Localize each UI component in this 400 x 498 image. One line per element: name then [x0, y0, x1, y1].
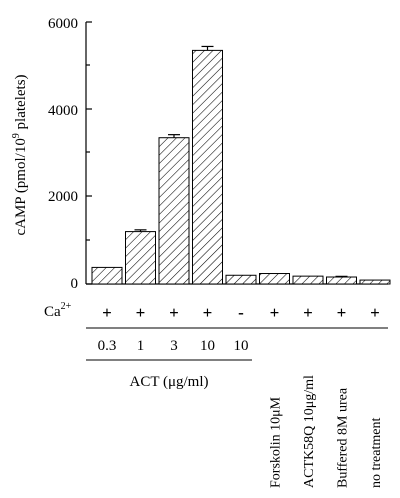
- bar: [192, 49, 223, 285]
- ca-sign: +: [337, 303, 347, 322]
- control-label: Buffered 8M urea: [336, 387, 351, 488]
- control-label: no treatment: [369, 418, 384, 488]
- ca-sign: +: [169, 303, 179, 322]
- y-tick-label: 4000: [48, 103, 78, 119]
- bar: [326, 276, 357, 285]
- bar: [259, 273, 290, 285]
- y-tick-label: 6000: [48, 16, 78, 32]
- bar: [125, 231, 156, 285]
- act-dose: 0.3: [98, 338, 117, 354]
- bar: [292, 275, 324, 285]
- ca-sign: +: [136, 303, 146, 322]
- ca-row-label: Ca2+: [44, 301, 72, 320]
- ca-sign: +: [370, 303, 380, 322]
- act-dose: 10: [234, 338, 249, 354]
- ca-sign: +: [203, 303, 213, 322]
- error-bar: [201, 45, 214, 51]
- bar: [158, 137, 190, 285]
- bar: [91, 266, 123, 285]
- bar: [225, 274, 257, 285]
- error-bar: [168, 134, 180, 138]
- act-dose: 1: [137, 338, 145, 354]
- ca-sign: +: [270, 303, 280, 322]
- ca-signs: + + + + - + + + +: [102, 303, 380, 322]
- y-tick-label: 0: [71, 276, 79, 292]
- y-tick-label: 2000: [48, 189, 78, 205]
- control-label: Forskolin 10μM: [269, 396, 284, 488]
- act-doses: 0.3 1 3 10 10: [98, 338, 249, 354]
- ca-sign: -: [238, 303, 244, 322]
- error-bar: [335, 275, 348, 278]
- y-axis-title: cAMP (pmol/109 platelets): [11, 74, 29, 235]
- bars: [91, 45, 391, 285]
- error-bar: [134, 229, 147, 232]
- act-dose: 10: [200, 338, 215, 354]
- bar: [359, 279, 391, 285]
- control-labels: Forskolin 10μM ACTK58Q 10μg/ml Buffered 8M…: [269, 375, 385, 488]
- ca-sign: +: [102, 303, 112, 322]
- ca-sign: +: [303, 303, 313, 322]
- control-label: ACTK58Q 10μg/ml: [302, 375, 317, 488]
- act-dose: 3: [170, 338, 178, 354]
- act-group-label: ACT (μg/ml): [129, 374, 208, 390]
